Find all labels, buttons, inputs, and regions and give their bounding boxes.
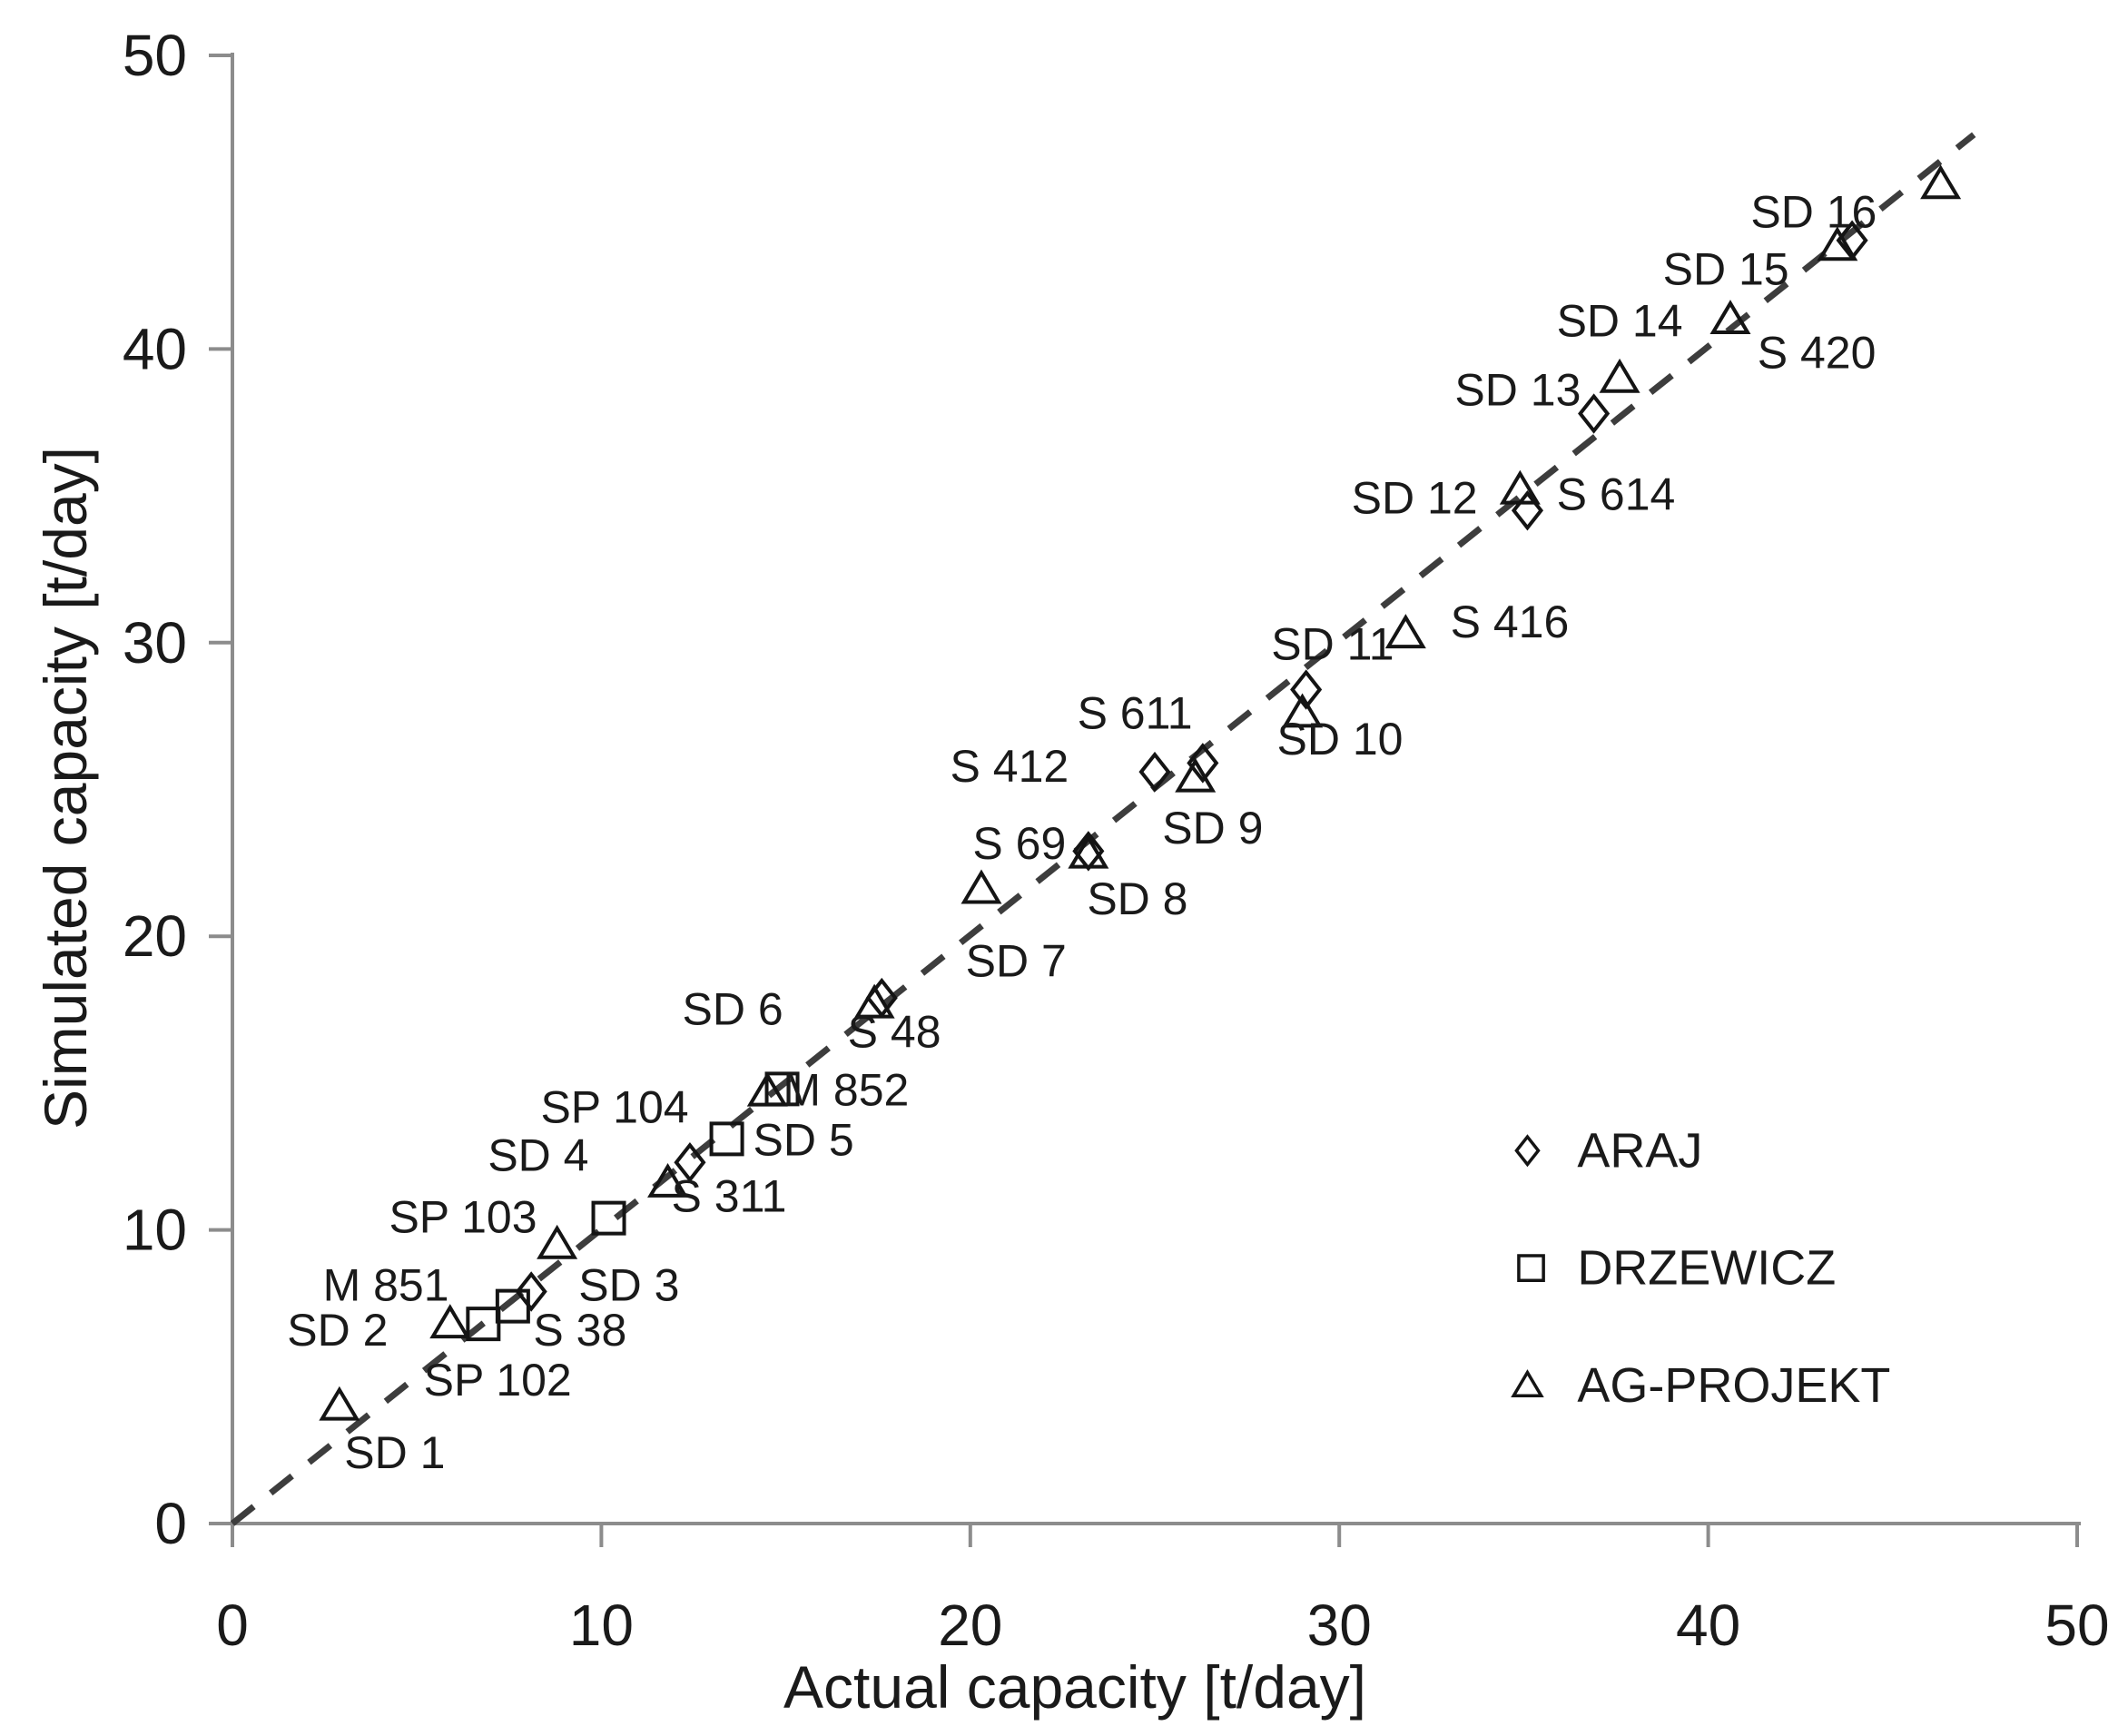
data-point-marker-m-852 <box>764 1071 800 1107</box>
data-point-marker-sd-10 <box>1282 693 1324 728</box>
data-point-marker-sd-14 <box>1709 300 1751 335</box>
trendline-dashed <box>230 132 1976 1526</box>
data-point-label: SD 5 <box>754 1114 854 1165</box>
data-point-label: SD 3 <box>578 1260 679 1311</box>
data-point-marker-sd-6 <box>853 983 895 1019</box>
data-point-marker-araj <box>1578 393 1611 434</box>
data-point-marker-s-416 <box>1290 669 1323 710</box>
y-tick-label: 20 <box>123 903 187 969</box>
data-point-marker-sd-2 <box>429 1304 471 1339</box>
data-point-label: SD 6 <box>682 983 783 1034</box>
legend-label: AG-PROJEKT <box>1577 1358 1890 1413</box>
y-tick-label: 0 <box>154 1491 187 1556</box>
data-point-marker-sd-3 <box>537 1224 578 1259</box>
data-point-marker-sd-7 <box>961 869 1002 904</box>
data-point-label: SP 104 <box>540 1081 688 1132</box>
x-tick-label: 40 <box>1676 1593 1740 1658</box>
x-axis-title: Actual capacity [t/day] <box>783 1653 1366 1721</box>
data-point-marker-sd-9 <box>1175 757 1217 793</box>
x-tick-label: 50 <box>2044 1593 2109 1658</box>
legend-triangle-icon <box>1511 1369 1544 1397</box>
data-point-marker-s-412 <box>1138 751 1171 793</box>
data-point-label: S 416 <box>1451 597 1570 647</box>
data-point-label: SD 14 <box>1557 295 1683 346</box>
data-point-label: SD 13 <box>1454 364 1581 415</box>
data-point-label: SD 4 <box>488 1129 588 1180</box>
data-point-label: SD 15 <box>1663 243 1789 294</box>
data-point-label: SD 8 <box>1087 873 1187 924</box>
x-tick-label: 30 <box>1307 1593 1372 1658</box>
legend-label: ARAJ <box>1577 1123 1702 1178</box>
x-tick-label: 0 <box>216 1593 249 1658</box>
data-point-label: SD 12 <box>1352 473 1478 524</box>
y-tick-label: 40 <box>123 316 187 381</box>
data-point-label: S 38 <box>533 1305 626 1356</box>
y-tick-label: 10 <box>123 1198 187 1263</box>
y-tick-label: 50 <box>123 23 187 88</box>
data-point-marker-m-851 <box>495 1288 530 1324</box>
data-point-label: SD 11 <box>1271 619 1394 670</box>
y-tick-label: 30 <box>123 610 187 676</box>
data-point-label: S 420 <box>1758 327 1877 378</box>
data-point-marker-s-611 <box>1187 743 1219 784</box>
data-point-label: S 69 <box>972 818 1066 869</box>
x-tick-label: 20 <box>938 1593 1002 1658</box>
data-point-marker-sd-1 <box>319 1386 360 1421</box>
data-point-marker-sd-12 <box>1499 469 1541 505</box>
legend-square-icon <box>1517 1254 1545 1282</box>
data-point-marker-sp-102 <box>466 1307 501 1342</box>
x-tick-label: 10 <box>569 1593 634 1658</box>
data-point-label: S 611 <box>1078 688 1193 739</box>
data-point-label: SP 102 <box>424 1355 572 1406</box>
data-point-marker-sd-4 <box>647 1162 689 1198</box>
data-point-label: SD 10 <box>1277 714 1404 764</box>
y-axis-title: Simulated capacity [t/day] <box>32 447 99 1129</box>
data-point-marker-sd-15 <box>1817 226 1858 261</box>
data-point-label: S 614 <box>1557 469 1676 519</box>
data-point-marker-s-614 <box>1511 490 1544 531</box>
legend-label: DRZEWICZ <box>1577 1241 1836 1296</box>
data-point-marker-sp-103 <box>591 1200 626 1236</box>
data-point-label: S 311 <box>672 1170 787 1221</box>
data-point-marker-sd-11 <box>1384 614 1426 649</box>
data-point-marker-s-311 <box>674 1141 706 1183</box>
data-point-label: SD 9 <box>1162 803 1263 853</box>
data-point-marker-sd-8 <box>1068 833 1109 869</box>
data-point-label: SD 7 <box>966 935 1067 986</box>
data-point-marker-sd-5 <box>746 1071 788 1107</box>
data-point-marker-s-38 <box>515 1271 547 1312</box>
data-point-marker-sp-104 <box>709 1121 744 1157</box>
data-point-label: S 48 <box>848 1006 941 1057</box>
data-point-marker-sd-16 <box>1920 164 1962 200</box>
data-point-label: M 851 <box>323 1260 449 1311</box>
data-point-label: SD 2 <box>287 1305 388 1356</box>
data-point-label: S 412 <box>951 741 1069 792</box>
data-point-marker-sd-13 <box>1599 358 1640 393</box>
legend-diamond-icon <box>1514 1134 1541 1168</box>
data-point-label: SD 1 <box>344 1427 445 1478</box>
data-point-label: SP 103 <box>389 1192 537 1243</box>
data-point-label: M 852 <box>783 1064 909 1115</box>
data-point-label: SD 16 <box>1750 186 1877 237</box>
